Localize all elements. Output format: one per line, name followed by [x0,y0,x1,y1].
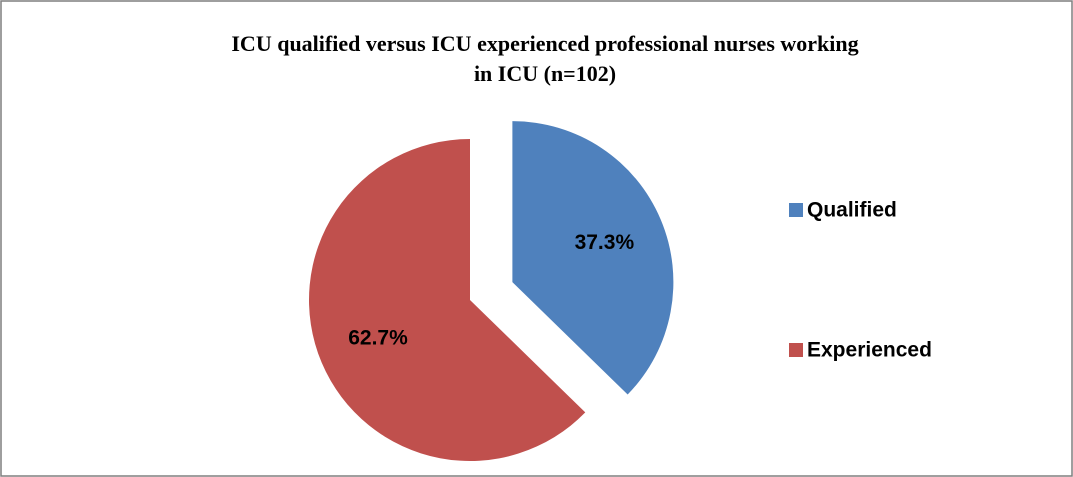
pie-slice [512,121,674,395]
legend-swatch [789,203,803,217]
legend-swatch [789,343,803,357]
legend-label: Qualified [807,199,897,222]
data-label: 37.3% [575,231,635,254]
data-label: 62.7% [348,326,408,349]
legend-label: Experienced [807,339,932,362]
pie-slice [309,138,586,461]
chart-title: ICU qualified versus ICU experienced pro… [231,31,858,86]
